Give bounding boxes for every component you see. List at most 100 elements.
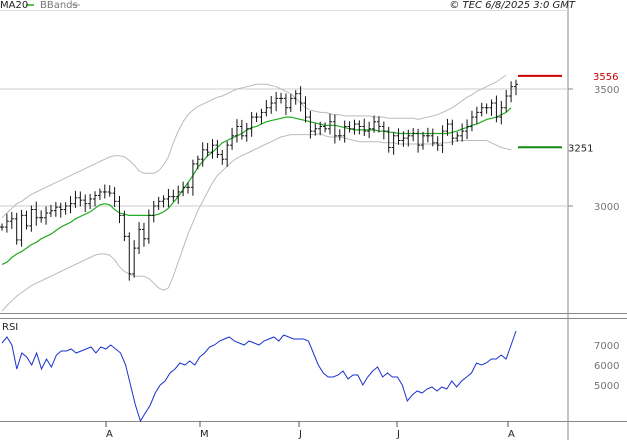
price-bar xyxy=(161,195,166,208)
price-bar xyxy=(19,209,24,247)
price-bar xyxy=(127,232,132,281)
upper-bollinger-band xyxy=(1,74,507,219)
price-bar xyxy=(420,131,425,150)
price-bar xyxy=(24,210,29,230)
rsi-tick-label: 6000 xyxy=(594,361,619,372)
price-bar xyxy=(195,155,200,170)
rsi-tick-label: 5000 xyxy=(594,381,619,392)
lower-bollinger-band xyxy=(1,132,512,312)
price-bar xyxy=(337,129,342,141)
price-bar xyxy=(4,213,9,233)
price-bar xyxy=(14,212,19,245)
price-bar xyxy=(499,100,504,125)
rsi-axis: 7000 6000 5000 xyxy=(594,341,619,392)
price-bar xyxy=(234,119,239,143)
price-bar xyxy=(269,96,274,114)
price-bar xyxy=(460,123,465,142)
support-label: 3251 xyxy=(568,143,593,154)
price-bar xyxy=(279,92,284,104)
price-bar xyxy=(205,143,210,157)
rsi-tick-label: 7000 xyxy=(594,341,619,352)
price-bar xyxy=(264,99,269,117)
price-bar xyxy=(220,149,225,165)
price-bar xyxy=(141,222,146,247)
price-bar xyxy=(230,127,235,150)
price-bar xyxy=(9,212,14,229)
price-gridlines xyxy=(0,88,568,207)
price-bar xyxy=(509,81,514,103)
price-bar xyxy=(411,128,416,142)
target-levels: 3556 3251 xyxy=(518,72,618,154)
price-bar xyxy=(274,92,279,112)
price-bar xyxy=(514,79,518,96)
price-bar xyxy=(489,99,494,116)
price-bar xyxy=(117,195,122,224)
price-bar xyxy=(381,121,386,140)
price-bar xyxy=(93,191,98,207)
resistance-label: 3556 xyxy=(593,72,618,83)
price-bar xyxy=(494,95,499,123)
price-bar xyxy=(406,129,411,147)
price-bar xyxy=(88,194,93,210)
price-bar xyxy=(357,120,362,135)
price-bar xyxy=(239,119,244,140)
price-bar xyxy=(376,116,381,133)
price-bar xyxy=(215,139,220,159)
price-bar xyxy=(313,123,318,136)
price-bar xyxy=(63,202,68,215)
price-bar xyxy=(48,204,53,217)
price-bar xyxy=(200,142,205,167)
price-bar xyxy=(83,194,88,213)
price-bar xyxy=(34,201,39,226)
price-bar xyxy=(450,119,455,145)
price-bar xyxy=(181,181,186,197)
price-bar xyxy=(0,223,4,231)
price-bar xyxy=(112,187,117,207)
price-bar xyxy=(97,188,102,200)
time-tick-label: A xyxy=(106,429,113,440)
price-bar xyxy=(332,114,337,144)
copyright-notice: © TEC 6/8/2025 3:0 GMT xyxy=(449,0,576,11)
price-bar xyxy=(283,93,288,115)
price-bar xyxy=(166,188,171,208)
bands-legend-label: BBands xyxy=(40,0,78,11)
price-bar xyxy=(347,121,352,133)
price-bar xyxy=(430,128,435,147)
price-bar xyxy=(225,141,230,167)
price-bar xyxy=(244,122,249,142)
price-bar xyxy=(308,110,313,139)
price-bar xyxy=(352,119,357,135)
time-tick-label: M xyxy=(200,429,209,440)
price-bar xyxy=(440,125,445,153)
price-bar xyxy=(435,136,440,151)
price-tick-label: 3500 xyxy=(594,85,619,96)
price-bar xyxy=(396,128,401,145)
price-bar xyxy=(479,102,484,117)
price-bar xyxy=(146,209,151,244)
price-bar xyxy=(44,206,49,225)
time-tick-label: A xyxy=(508,429,515,440)
price-bar xyxy=(68,195,73,214)
price-bar xyxy=(386,126,391,153)
price-bar xyxy=(186,182,191,194)
price-bar xyxy=(445,118,450,136)
price-bar xyxy=(303,96,308,123)
price-bar xyxy=(504,89,509,112)
price-bar xyxy=(107,185,112,197)
rsi-line xyxy=(1,330,517,423)
price-bar xyxy=(39,210,44,223)
price-tick-label: 3000 xyxy=(594,202,619,213)
price-bar xyxy=(249,111,254,137)
price-bar xyxy=(327,113,332,135)
price-bar xyxy=(474,106,479,125)
price-bar xyxy=(190,159,195,196)
rsi-series xyxy=(1,330,517,423)
price-bar xyxy=(469,110,474,132)
price-bar xyxy=(362,118,367,137)
price-bar xyxy=(298,86,303,112)
price-bar xyxy=(342,120,347,143)
price-bar xyxy=(318,121,323,136)
price-bar xyxy=(401,131,406,147)
price-bar xyxy=(455,132,460,142)
